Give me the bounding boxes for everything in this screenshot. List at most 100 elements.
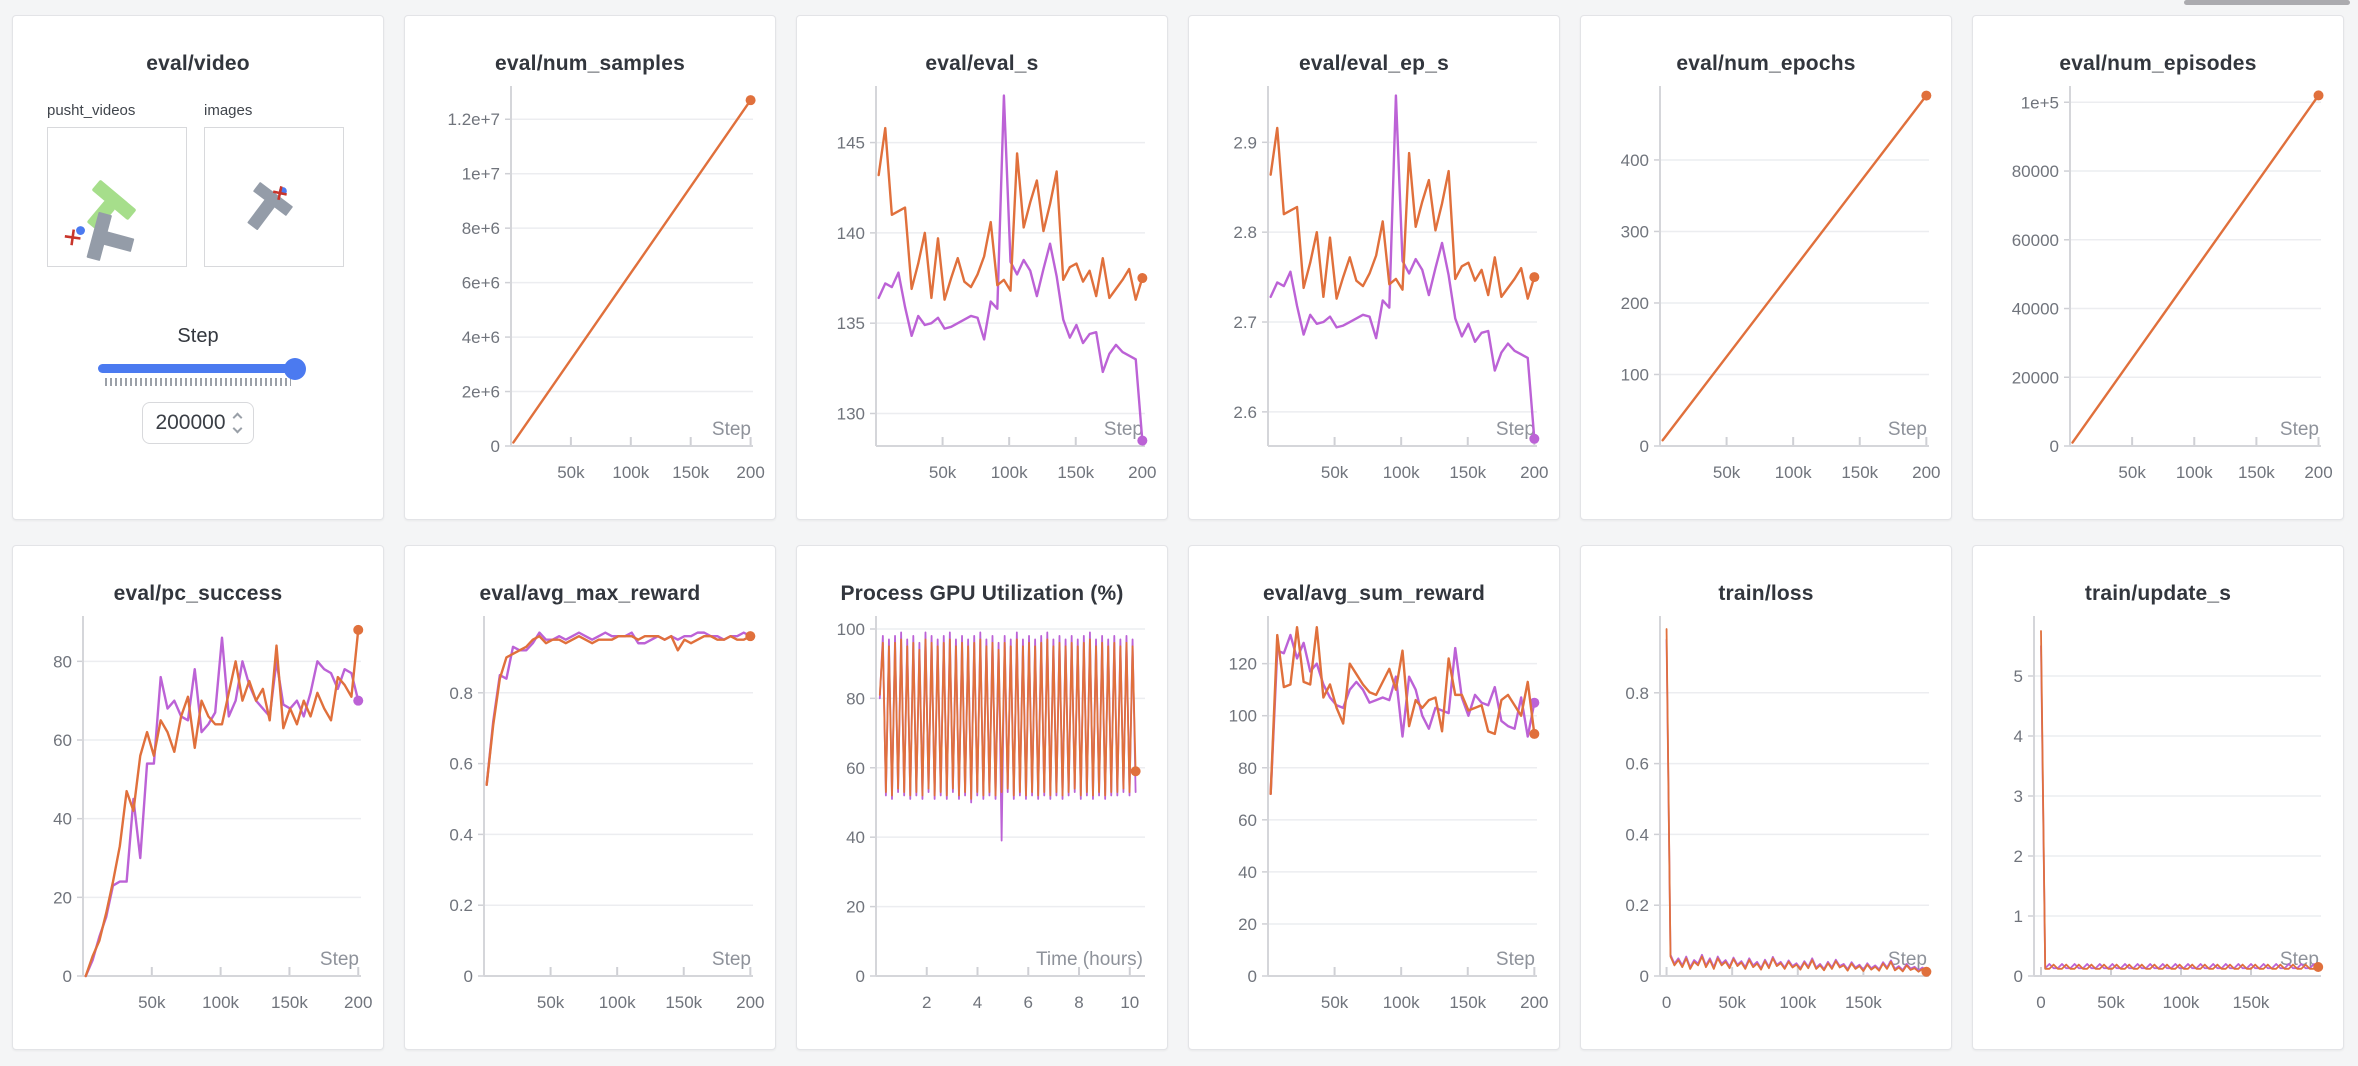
svg-text:5: 5 — [2014, 667, 2023, 686]
svg-text:20: 20 — [1238, 915, 1257, 934]
svg-text:150k: 150k — [1449, 993, 1486, 1012]
svg-text:100k: 100k — [991, 463, 1028, 482]
panel-train-update-s: train/update_s 0 1 2 3 4 5 0 50k 100k 150k Step — [1972, 545, 2344, 1050]
svg-text:0.8: 0.8 — [1625, 684, 1649, 703]
svg-text:0: 0 — [1662, 993, 1671, 1012]
svg-text:40: 40 — [1238, 863, 1257, 882]
panel-eval-video: eval/video pusht_videos — [12, 15, 384, 520]
svg-text:100k: 100k — [1383, 993, 1420, 1012]
step-slider[interactable] — [98, 357, 306, 380]
svg-text:1e+5: 1e+5 — [2021, 93, 2059, 112]
svg-text:50k: 50k — [537, 993, 565, 1012]
svg-text:150k: 150k — [1057, 463, 1094, 482]
svg-text:400: 400 — [1621, 151, 1649, 170]
svg-text:100: 100 — [1621, 365, 1649, 384]
chart-title: eval/num_samples — [495, 52, 685, 75]
chart-eval-pc-success[interactable]: 0 20 40 60 80 50k 100k 150k 200 Step — [25, 610, 373, 1040]
svg-text:50k: 50k — [929, 463, 957, 482]
svg-text:100k: 100k — [202, 993, 239, 1012]
media-thumb-label: images — [204, 102, 253, 119]
panel-eval-num-episodes: eval/num_episodes 0 20000 40000 60000 80000 1… — [1972, 15, 2344, 520]
svg-text:60: 60 — [846, 759, 865, 778]
svg-text:80: 80 — [53, 652, 72, 671]
chart-title: train/loss — [1718, 582, 1814, 605]
stepper-down-icon[interactable] — [232, 423, 242, 434]
slider-tick-ruler — [105, 378, 291, 386]
pusht-video-frame[interactable] — [47, 127, 187, 267]
svg-text:0.8: 0.8 — [449, 684, 473, 703]
chart-train-loss[interactable]: 0 0.2 0.4 0.6 0.8 0 50k 100k 150k Step — [1593, 610, 1941, 1040]
media-thumbnails: pusht_videos — [47, 102, 371, 267]
stepper-spin-buttons[interactable] — [232, 412, 242, 434]
svg-text:10: 10 — [1120, 993, 1139, 1012]
svg-text:200: 200 — [1520, 993, 1548, 1012]
chart-eval-num-episodes[interactable]: 0 20000 40000 60000 80000 1e+5 50k 100k 150k 200 S… — [1985, 80, 2333, 510]
svg-text:4: 4 — [2014, 727, 2023, 746]
chart-eval-avg-sum-reward[interactable]: 0 20 40 60 80 100 120 50k 100k 150k 200 Step — [1201, 610, 1549, 1040]
panel-title: eval/video — [146, 52, 250, 75]
pusht-video-image — [64, 180, 136, 261]
svg-text:2.8: 2.8 — [1233, 223, 1257, 242]
chart-eval-num-epochs[interactable]: 0 100 200 300 400 50k 100k 150k 200 Step — [1593, 80, 1941, 510]
svg-text:2e+6: 2e+6 — [462, 383, 500, 402]
svg-text:100k: 100k — [612, 463, 649, 482]
media-thumb-pusht-videos[interactable]: pusht_videos — [47, 102, 187, 267]
svg-text:100: 100 — [837, 620, 865, 639]
svg-text:80000: 80000 — [2012, 162, 2059, 181]
svg-text:Step: Step — [712, 419, 751, 440]
chart-title: eval/avg_sum_reward — [1262, 582, 1486, 605]
svg-text:Step: Step — [2280, 419, 2319, 440]
svg-text:4: 4 — [973, 993, 982, 1012]
svg-text:20: 20 — [846, 898, 865, 917]
horizontal-scrollbar[interactable] — [2184, 0, 2350, 5]
images-frame[interactable] — [204, 127, 344, 267]
svg-text:1.2e+7: 1.2e+7 — [448, 110, 500, 129]
svg-text:200: 200 — [1912, 463, 1940, 482]
svg-text:0.6: 0.6 — [449, 755, 473, 774]
svg-text:20000: 20000 — [2012, 368, 2059, 387]
svg-text:60: 60 — [1238, 811, 1257, 830]
svg-text:200: 200 — [736, 993, 764, 1012]
svg-text:0: 0 — [1640, 967, 1649, 986]
svg-text:80: 80 — [846, 689, 865, 708]
svg-text:150k: 150k — [1845, 993, 1882, 1012]
svg-text:200: 200 — [2304, 463, 2332, 482]
slider-track[interactable] — [98, 357, 306, 380]
chart-eval-avg-max-reward[interactable]: 0 0.2 0.4 0.6 0.8 50k 100k 150k 200 Step — [417, 610, 765, 1040]
agent-dot — [76, 226, 85, 235]
svg-text:50k: 50k — [2097, 993, 2125, 1012]
goal-cross — [64, 229, 81, 246]
step-value-input[interactable]: 200000 — [142, 402, 254, 444]
svg-text:Step: Step — [1888, 949, 1927, 970]
svg-text:0: 0 — [856, 967, 865, 986]
svg-text:Step: Step — [1496, 419, 1535, 440]
chart-gpu-utilization[interactable]: 0 20 40 60 80 100 2 4 6 8 10 Time (hours) — [809, 610, 1157, 1040]
step-slider-label: Step — [177, 325, 219, 347]
chart-eval-num-samples[interactable]: 0 2e+6 4e+6 6e+6 8e+6 1e+7 1.2e+7 50k 100k 150k 20… — [417, 80, 765, 510]
panel-eval-num-samples: eval/num_samples 0 2e+6 4e+6 6e+6 8e+6 1e+7 1.… — [404, 15, 776, 520]
svg-text:Step: Step — [1104, 419, 1143, 440]
step-value[interactable]: 200000 — [155, 411, 226, 434]
svg-text:1: 1 — [2014, 907, 2023, 926]
svg-text:200: 200 — [1621, 294, 1649, 313]
stepper-up-icon[interactable] — [232, 412, 242, 423]
svg-text:1e+7: 1e+7 — [462, 165, 500, 184]
svg-text:6: 6 — [1024, 993, 1033, 1012]
svg-text:0.4: 0.4 — [1625, 825, 1649, 844]
svg-text:Step: Step — [1496, 949, 1535, 970]
svg-text:0: 0 — [2050, 437, 2059, 456]
chart-title: eval/eval_ep_s — [1299, 52, 1449, 75]
svg-text:Step: Step — [1888, 419, 1927, 440]
panel-eval-pc-success: eval/pc_success 0 20 40 60 80 50k 100k 150k 200 S… — [12, 545, 384, 1050]
chart-title: eval/num_episodes — [2059, 52, 2257, 75]
svg-text:150k: 150k — [672, 463, 709, 482]
svg-text:2.9: 2.9 — [1233, 133, 1257, 152]
svg-text:50k: 50k — [2118, 463, 2146, 482]
svg-text:150k: 150k — [2238, 463, 2275, 482]
media-thumb-images[interactable]: images — [204, 102, 344, 267]
svg-text:0: 0 — [491, 437, 500, 456]
chart-eval-eval-ep-s[interactable]: 2.6 2.7 2.8 2.9 50k 100k 150k 200 Step — [1201, 80, 1549, 510]
slider-thumb[interactable] — [284, 357, 306, 380]
chart-eval-eval-s[interactable]: 130 135 140 145 50k 100k 150k 200 Step — [809, 80, 1157, 510]
